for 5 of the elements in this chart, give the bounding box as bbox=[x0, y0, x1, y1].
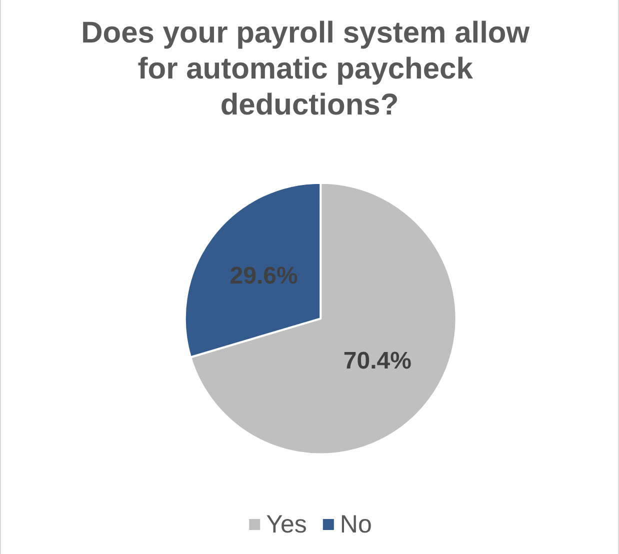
chart-title: Does your payroll system allow for automatic paycheck deductions? bbox=[81, 16, 538, 122]
data-label: 29.6% bbox=[230, 262, 298, 290]
data-label: 70.4% bbox=[343, 347, 412, 374]
legend-label: Yes bbox=[266, 510, 307, 538]
legend-label: No bbox=[340, 510, 372, 538]
